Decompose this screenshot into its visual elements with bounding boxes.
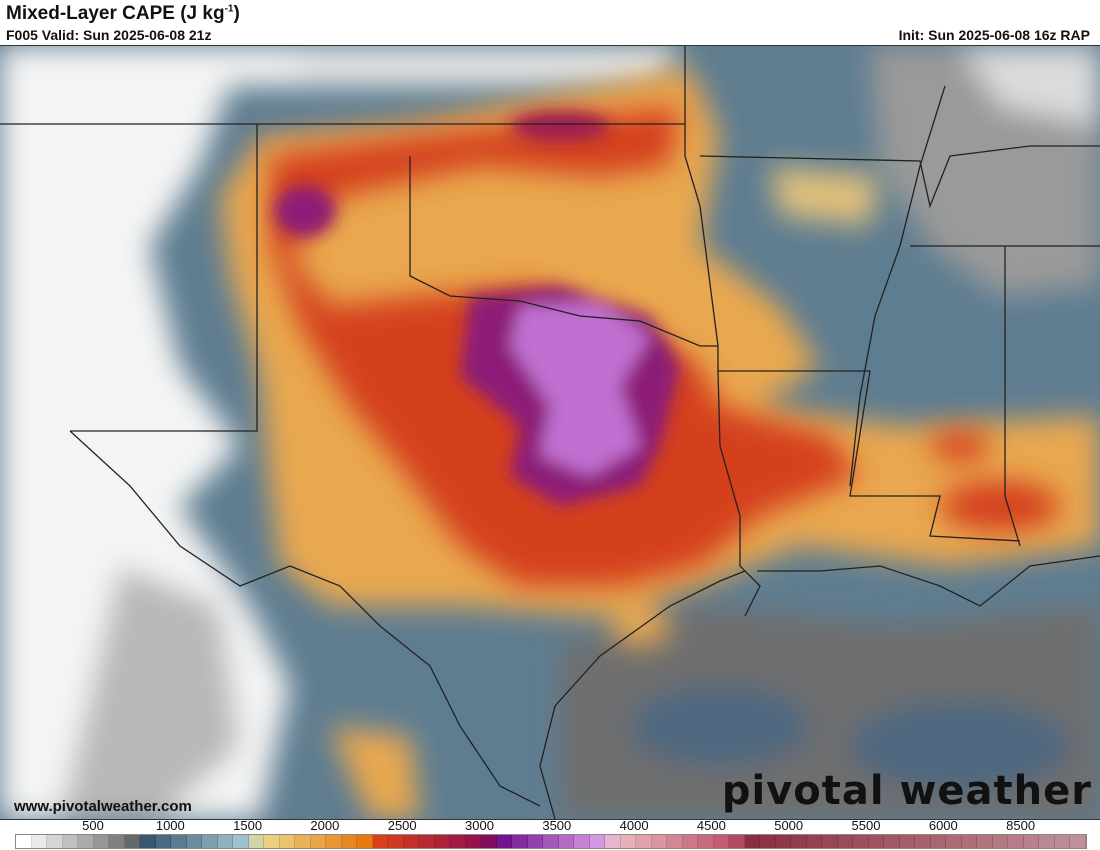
colorbar-tick-label: 1500 <box>233 818 263 833</box>
brand-logo: pivotal weather <box>721 768 1092 814</box>
colorbar-swatch <box>698 835 714 848</box>
colorbar-swatch <box>682 835 698 848</box>
colorbar-swatch <box>868 835 884 848</box>
colorbar-swatch <box>465 835 481 848</box>
colorbar-swatch <box>124 835 140 848</box>
colorbar-swatch <box>248 835 264 848</box>
colorbar-swatch <box>512 835 528 848</box>
colorbar-tick-label: 5000 <box>774 818 804 833</box>
colorbar-swatch <box>543 835 559 848</box>
colorbar-swatch <box>1070 835 1086 848</box>
colorbar-swatch <box>1039 835 1055 848</box>
title-text: Mixed-Layer CAPE (J kg <box>6 3 225 24</box>
colorbar-swatch <box>729 835 745 848</box>
colorbar-swatch <box>992 835 1008 848</box>
colorbar-swatch <box>403 835 419 848</box>
colorbar-swatch <box>822 835 838 848</box>
colorbar-tick-labels: 500 1000 1500 2000 2500 3000 3500 4000 4500 5000 5… <box>0 818 1100 834</box>
colorbar-swatch <box>527 835 543 848</box>
colorbar-tick-label: 500 <box>82 818 104 833</box>
map-title: Mixed-Layer CAPE (J kg-1) <box>6 3 240 25</box>
colorbar-tick-label: 6000 <box>928 818 958 833</box>
colorbar-swatch <box>713 835 729 848</box>
colorbar-swatch <box>915 835 931 848</box>
colorbar-swatch <box>62 835 78 848</box>
colorbar-swatch <box>853 835 869 848</box>
colorbar-tick-label: 4500 <box>696 818 726 833</box>
colorbar-swatch <box>884 835 900 848</box>
colorbar-swatch <box>326 835 342 848</box>
colorbar-tick-label: 2000 <box>310 818 340 833</box>
colorbar-swatch <box>791 835 807 848</box>
colorbar <box>15 834 1087 849</box>
colorbar-tick-label: 3000 <box>465 818 494 833</box>
state-borders <box>0 46 1100 819</box>
colorbar-swatch <box>806 835 822 848</box>
cape-very-high-regions <box>275 111 680 506</box>
colorbar-swatch <box>31 835 47 848</box>
colorbar-swatch <box>744 835 760 848</box>
colorbar-swatch <box>930 835 946 848</box>
colorbar-swatch <box>372 835 388 848</box>
colorbar-swatch <box>899 835 915 848</box>
colorbar-swatch <box>78 835 94 848</box>
colorbar-swatch <box>775 835 791 848</box>
colorbar-swatch <box>1008 835 1024 848</box>
colorbar-swatch <box>140 835 156 848</box>
cape-low-regions <box>0 46 1100 819</box>
colorbar-swatch <box>186 835 202 848</box>
colorbar-swatch <box>558 835 574 848</box>
colorbar-swatch <box>202 835 218 848</box>
colorbar-swatch <box>667 835 683 848</box>
colorbar-swatch <box>16 835 32 848</box>
colorbar-swatch <box>155 835 171 848</box>
colorbar-swatch <box>1054 835 1070 848</box>
colorbar-swatch <box>388 835 404 848</box>
colorbar-tick-label: 4000 <box>619 818 649 833</box>
colorbar-swatch <box>310 835 326 848</box>
colorbar-swatch <box>946 835 962 848</box>
colorbar-tick-label: 2500 <box>387 818 417 833</box>
colorbar-swatch <box>620 835 636 848</box>
colorbar-swatch <box>496 835 512 848</box>
colorbar-swatch <box>837 835 853 848</box>
website-label: www.pivotalweather.com <box>14 798 192 815</box>
init-time: Init: Sun 2025-06-08 16z RAP <box>898 27 1090 43</box>
colorbar-swatch <box>589 835 605 848</box>
colorbar-swatch <box>961 835 977 848</box>
colorbar-swatch <box>109 835 125 848</box>
colorbar-swatch <box>93 835 109 848</box>
colorbar-swatch <box>171 835 187 848</box>
colorbar-swatch <box>233 835 249 848</box>
colorbar-swatch <box>651 835 667 848</box>
colorbar-swatch <box>279 835 295 848</box>
title-close-paren: ) <box>233 3 240 24</box>
colorbar-swatch <box>217 835 233 848</box>
colorbar-swatch <box>341 835 357 848</box>
colorbar-swatch <box>481 835 497 848</box>
title-unit-exponent: -1 <box>224 3 234 15</box>
colorbar-swatch <box>605 835 621 848</box>
colorbar-swatch <box>434 835 450 848</box>
valid-time: F005 Valid: Sun 2025-06-08 21z <box>6 27 212 43</box>
colorbar-swatch <box>264 835 280 848</box>
colorbar-swatch <box>450 835 466 848</box>
colorbar-swatch <box>760 835 776 848</box>
colorbar-swatch <box>357 835 373 848</box>
colorbar-swatch <box>977 835 993 848</box>
colorbar-tick-label: 3500 <box>542 818 572 833</box>
colorbar-swatch <box>1023 835 1039 848</box>
colorbar-tick-label: 5500 <box>851 818 881 833</box>
colorbar-tick-label: 8500 <box>1006 818 1036 833</box>
colorbar-tick-label: 1000 <box>155 818 185 833</box>
colorbar-swatch <box>419 835 435 848</box>
colorbar-swatch <box>636 835 652 848</box>
colorbar-swatch <box>47 835 63 848</box>
colorbar-swatch <box>295 835 311 848</box>
colorbar-swatch <box>574 835 590 848</box>
cape-field-map <box>0 45 1100 820</box>
